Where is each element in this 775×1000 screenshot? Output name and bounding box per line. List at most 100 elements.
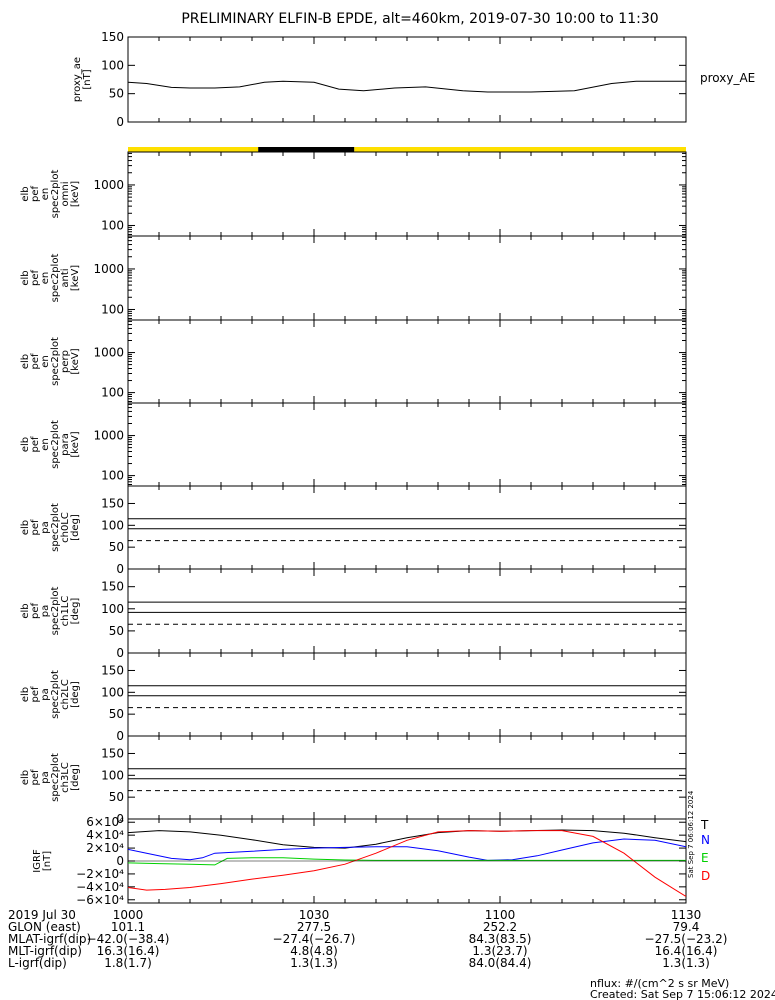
x-column-value: 252.2 — [483, 920, 517, 934]
x-column-value: 1.3(1.3) — [662, 956, 710, 970]
plot-frame — [127, 319, 687, 404]
panel-pa_ch3LC: 0 50 100 150 elb pef pa spec2plot ch3LC [deg] — [20, 735, 687, 826]
y-tick-label: 50 — [109, 87, 124, 101]
y-axis-label-line: pef — [30, 436, 41, 453]
x-row-label: MLAT-igrf(dip) — [8, 932, 91, 946]
y-tick-label: 1000 — [93, 429, 124, 443]
panel-status_bar — [128, 147, 686, 152]
series-line-N — [128, 838, 686, 861]
legend-T: T — [700, 818, 709, 832]
y-tick-label: 1000 — [93, 262, 124, 276]
created-timestamp: Created: Sat Sep 7 15:06:12 2024 — [590, 988, 775, 1000]
status-segment-eclipse — [258, 147, 355, 152]
y-tick-label: 50 — [109, 790, 124, 804]
y-tick-label: 0 — [116, 646, 124, 660]
plot-frame — [127, 402, 687, 487]
y-axis-label-line: spec2plot — [50, 170, 61, 219]
series-line-proxy_ae — [128, 80, 686, 93]
y-axis-label-line: spec2plot — [50, 753, 61, 802]
panel-spec_perp: 100 1000 elb pef en spec2plot perp [keV] — [20, 319, 687, 404]
y-axis-label-line: pef — [30, 270, 41, 287]
y-tick-label: 0 — [116, 562, 124, 576]
y-tick-label: 1000 — [93, 346, 124, 360]
x-row-label: GLON (east) — [8, 920, 81, 934]
y-tick-label: 100 — [101, 218, 124, 232]
panel-proxy_ae: 0 50 100 150 proxy_ae [nT] proxy_AE — [72, 30, 755, 129]
panel-spec_anti: 100 1000 elb pef en spec2plot anti [keV] — [20, 235, 687, 321]
y-axis-label-line: pef — [30, 769, 41, 786]
y-axis-label-line: spec2plot — [50, 254, 61, 303]
y-axis-label-line: para — [60, 433, 71, 456]
status-segment-sunlit — [354, 147, 686, 152]
x-column-value: −27.5(−23.2) — [645, 932, 728, 946]
x-column-value: 1.3(1.3) — [290, 956, 338, 970]
x-column-value: 84.3(83.5) — [469, 932, 532, 946]
y-tick-label: 4×10⁴ — [86, 828, 124, 842]
legend-proxy-ae: proxy_AE — [700, 71, 755, 85]
y-axis-label-line: elb — [20, 603, 31, 618]
y-axis-label-line: spec2plot — [50, 503, 61, 552]
y-axis-label-line: en — [40, 355, 51, 368]
x-column-value: 277.5 — [297, 920, 331, 934]
panel-pa_ch2LC: 0 50 100 150 elb pef pa spec2plot ch2LC [deg] — [20, 652, 687, 743]
x-column-value: 16.3(16.4) — [97, 944, 160, 958]
flux-units-note: nflux: #/(cm^2 s sr MeV) — [590, 977, 729, 990]
plot-frame — [127, 151, 687, 237]
y-axis-label-line: spec2plot — [50, 420, 61, 469]
y-axis-label-line: spec2plot — [50, 337, 61, 386]
legend-N: N — [701, 833, 710, 847]
legend-D: D — [701, 869, 710, 883]
x-column-value: 1100 — [485, 908, 516, 922]
y-tick-label: −6×10⁴ — [76, 893, 124, 907]
y-tick-label: 100 — [101, 518, 124, 532]
y-axis-label-line: pa — [40, 771, 51, 783]
y-axis-label-line: pef — [30, 686, 41, 703]
status-segment-sunlit — [128, 147, 259, 152]
y-axis-label-line: proxy_ae — [72, 57, 83, 102]
x-column-value: 1.8(1.7) — [104, 956, 152, 970]
x-row-label: L-igrf(dip) — [8, 956, 67, 970]
y-axis-label-line: [deg] — [70, 681, 81, 708]
y-axis-label-line: en — [40, 188, 51, 201]
x-column-value: 84.0(84.4) — [469, 956, 532, 970]
figure-title: PRELIMINARY ELFIN-B EPDE, alt=460km, 201… — [181, 11, 658, 27]
y-axis-label-line: [deg] — [70, 764, 81, 791]
y-tick-label: 100 — [101, 768, 124, 782]
y-axis-label-line: pef — [30, 603, 41, 620]
y-tick-label: 0 — [116, 854, 124, 868]
y-axis-label-line: perp — [60, 350, 71, 373]
plot-frame — [127, 485, 687, 570]
y-axis-label-line: elb — [20, 270, 31, 285]
y-tick-label: 150 — [101, 746, 124, 760]
y-axis-label-line: en — [40, 272, 51, 285]
x-row-label: MLT-igrf(dip) — [8, 944, 82, 958]
y-axis-label-line: [keV] — [70, 431, 81, 457]
y-tick-label: 150 — [101, 663, 124, 677]
x-column-value: 1130 — [671, 908, 702, 922]
plot-frame — [127, 652, 687, 737]
y-tick-label: 100 — [101, 386, 124, 400]
y-axis-label-line: pa — [40, 688, 51, 700]
y-tick-label: 0 — [116, 812, 124, 826]
y-tick-label: 100 — [101, 685, 124, 699]
y-axis-label-line: elb — [20, 520, 31, 535]
x-column-value: 1030 — [299, 908, 330, 922]
x-column-value: −42.0(−38.4) — [87, 932, 170, 946]
y-tick-label: 150 — [101, 496, 124, 510]
x-column-value: 1000 — [113, 908, 144, 922]
y-axis-label-line: elb — [20, 687, 31, 702]
y-axis-label-line: elb — [20, 437, 31, 452]
y-axis-label-line: elb — [20, 354, 31, 369]
y-tick-label: 2×10⁴ — [86, 841, 124, 855]
y-axis-label-line: [nT] — [42, 851, 53, 871]
y-tick-label: 50 — [109, 707, 124, 721]
y-axis-label-line: [nT] — [82, 69, 93, 89]
panel-spec_para: 100 1000 elb pef en spec2plot para [keV] — [20, 402, 687, 487]
y-axis-label-line: elb — [20, 186, 31, 201]
y-axis-label-line: IGRF — [32, 849, 43, 873]
x-column-value: −27.4(−26.7) — [273, 932, 356, 946]
y-axis-label-line: [keV] — [70, 181, 81, 207]
y-axis-label-line: spec2plot — [50, 670, 61, 719]
